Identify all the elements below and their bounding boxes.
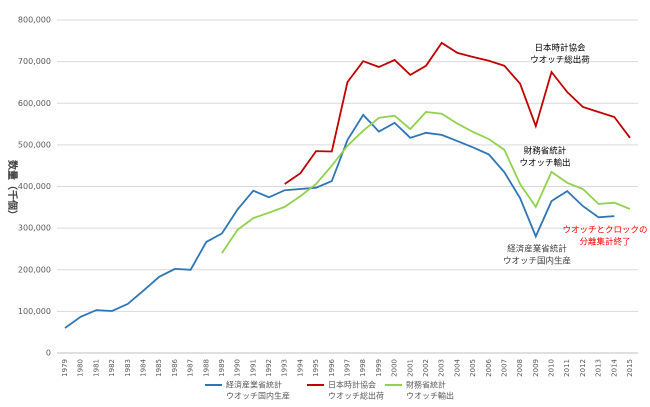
x-tick-label: 2003 — [438, 359, 446, 377]
x-tick-label: 2001 — [406, 359, 414, 377]
x-tick-label: 1986 — [171, 358, 179, 376]
x-tick-label: 2005 — [469, 359, 477, 377]
annotation: ウオッチ輸出 — [519, 158, 570, 169]
x-tick-label: 2015 — [626, 359, 634, 377]
x-tick-label: 2000 — [391, 359, 399, 377]
x-tick-label: 2007 — [500, 359, 508, 377]
x-tick-label: 2012 — [579, 359, 587, 377]
legend-label: ウオッチ国内生産 — [226, 391, 290, 401]
x-tick-label: 2010 — [548, 359, 556, 377]
series-line — [284, 41, 631, 185]
x-tick-label: 1988 — [202, 359, 210, 377]
y-tick-label: 300,000 — [18, 224, 51, 233]
x-tick-label: 1997 — [344, 359, 352, 377]
y-tick-label: 800,000 — [18, 16, 51, 25]
x-tick-label: 1993 — [281, 359, 289, 377]
y-tick-label: 400,000 — [18, 182, 51, 191]
x-tick-label: 1984 — [139, 358, 147, 376]
y-tick-label: 500,000 — [18, 140, 51, 149]
y-tick-label: 0 — [46, 349, 51, 358]
annotation: ウオッチとクロックの — [562, 226, 647, 236]
x-tick-label: 2013 — [595, 359, 603, 377]
x-tick-label: 2002 — [422, 359, 430, 377]
x-tick-label: 1989 — [218, 359, 226, 377]
annotation: 財務省統計 — [524, 146, 567, 157]
x-tick-label: 1995 — [312, 359, 320, 377]
y-tick-label: 700,000 — [18, 57, 51, 66]
x-tick-label: 1987 — [187, 359, 195, 377]
x-tick-label: 2014 — [610, 358, 618, 376]
annotation: 日本時計協会 — [534, 43, 586, 54]
legend-label: 財務省統計 — [406, 380, 446, 390]
annotation: ウオッチ国内生産 — [503, 256, 571, 267]
x-tick-label: 1980 — [77, 359, 85, 377]
x-tick-label: 2008 — [516, 359, 524, 377]
x-tick-label: 1994 — [296, 358, 304, 376]
x-tick-label: 2004 — [453, 358, 461, 376]
x-tick-label: 1996 — [328, 358, 336, 376]
legend-label: 経済産業省統計 — [226, 380, 282, 390]
y-tick-label: 100,000 — [18, 307, 51, 316]
x-tick-label: 2006 — [485, 358, 493, 376]
series-line — [221, 111, 631, 254]
legend-label: ウオッチ輸出 — [406, 391, 454, 401]
x-tick-label: 1985 — [155, 359, 163, 377]
x-tick-label: 1999 — [375, 359, 383, 377]
y-axis-title: 数量（千個） — [6, 160, 19, 220]
x-tick-label: 1979 — [61, 359, 69, 377]
annotation: 経済産業省統計 — [507, 244, 567, 255]
x-tick-label: 1998 — [359, 359, 367, 377]
x-tick-label: 1982 — [108, 359, 116, 377]
legend-label: ウオッチ総出荷 — [328, 391, 384, 401]
series-line — [64, 113, 615, 329]
x-tick-label: 2009 — [532, 359, 540, 377]
x-tick-label: 1991 — [249, 359, 257, 377]
legend-label: 日本時計協会 — [328, 380, 376, 390]
x-tick-label: 2011 — [563, 359, 571, 377]
x-tick-label: 1992 — [265, 359, 273, 377]
y-tick-label: 600,000 — [18, 99, 51, 108]
x-tick-label: 1983 — [124, 359, 132, 377]
x-tick-label: 1981 — [92, 359, 100, 377]
x-tick-label: 1990 — [234, 359, 242, 377]
annotation: ウオッチ総出荷 — [530, 55, 590, 66]
y-tick-label: 200,000 — [18, 265, 51, 274]
annotation: 分離集計終了 — [579, 237, 630, 248]
